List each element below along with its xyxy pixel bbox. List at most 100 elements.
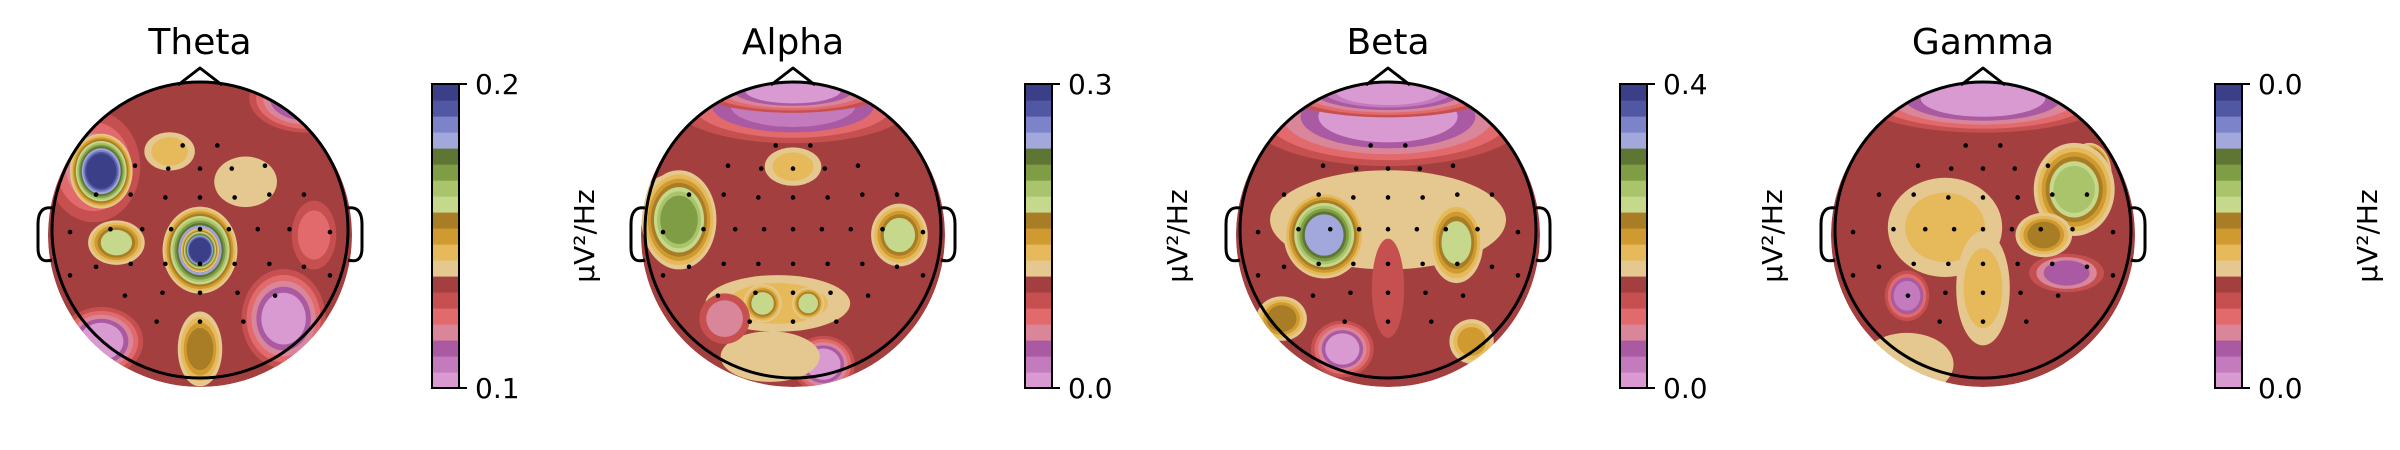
nose xyxy=(770,66,816,87)
contour-region xyxy=(2027,221,2061,249)
electrode-dot xyxy=(1455,192,1460,197)
electrode-dot xyxy=(229,166,235,171)
electrode-dot xyxy=(790,261,796,267)
electrode-dot xyxy=(660,273,666,278)
electrode-dot xyxy=(1963,143,1968,148)
electrode-dot xyxy=(828,290,833,296)
colorbar-step xyxy=(1620,148,1647,165)
electrode-dot xyxy=(2012,166,2018,171)
electrode-dot xyxy=(1255,273,1261,278)
electrode-dot xyxy=(2050,261,2055,267)
electrode-dot xyxy=(2084,264,2090,270)
colorbar-step xyxy=(1620,356,1647,373)
electrode-dot xyxy=(1423,290,1428,296)
colorbar-step xyxy=(1620,228,1647,245)
panel-title: Gamma xyxy=(1912,22,2054,63)
electrode-dot xyxy=(920,273,926,278)
electrode-dot xyxy=(2050,192,2055,197)
electrode-dot xyxy=(894,264,900,270)
electrode-dot xyxy=(1353,166,1359,171)
colorbar-min-label: 0.0 xyxy=(1068,372,1113,405)
electrode-dot xyxy=(860,192,865,197)
electrode-dot xyxy=(1443,226,1449,232)
electrode-dot xyxy=(1385,166,1391,171)
electrode-dot xyxy=(822,166,828,171)
colorbar-step xyxy=(1025,148,1052,165)
electrode-dot xyxy=(287,226,292,232)
electrode-dot xyxy=(860,261,865,267)
electrode-dot xyxy=(235,290,240,296)
right-ear xyxy=(1535,206,1552,263)
contour-region xyxy=(186,327,214,371)
electrode-dot xyxy=(154,319,159,324)
electrode-dot xyxy=(701,226,706,232)
electrode-dot xyxy=(165,166,171,171)
electrode-dot xyxy=(1327,226,1333,232)
electrode-dot xyxy=(1980,195,1986,200)
electrode-dot xyxy=(160,290,165,296)
electrode-dot xyxy=(1351,195,1356,200)
electrode-dot xyxy=(2015,261,2020,267)
right-ear xyxy=(940,206,957,263)
colorbar-step xyxy=(432,116,459,133)
colorbar: 0.3 0.0 µV²/Hz xyxy=(1024,68,1194,405)
colorbar: 0.2 0.1 µV²/Hz xyxy=(431,68,601,405)
electrode-dot xyxy=(93,264,99,270)
contour-region xyxy=(214,156,277,208)
electrode-dot xyxy=(721,192,726,197)
electrode-dot xyxy=(880,226,885,232)
colorbar-step xyxy=(1620,132,1647,149)
electrode-dot xyxy=(1876,264,1882,270)
electrode-dot xyxy=(1948,166,1954,171)
contour-region xyxy=(1860,332,1954,387)
electrode-dot xyxy=(1946,261,1951,267)
electrode-dot xyxy=(2055,293,2061,298)
colorbar: 0.0 0.0 µV²/Hz xyxy=(2214,68,2384,405)
electrode-dot xyxy=(1450,163,1456,168)
colorbar-step xyxy=(1620,308,1647,325)
electrode-dot xyxy=(1980,166,1986,171)
colorbar-step xyxy=(432,100,459,117)
head-outline xyxy=(643,80,943,380)
electrode-dot xyxy=(1385,261,1391,267)
colorbar-step xyxy=(1025,372,1052,389)
nose xyxy=(1960,66,2006,87)
colorbar-step xyxy=(2215,132,2242,149)
electrode-dot xyxy=(197,226,203,232)
electrode-dot xyxy=(1296,226,1301,232)
contour-region xyxy=(1335,83,1441,106)
colorbar-min-label: 0.1 xyxy=(475,372,520,405)
colorbar-step xyxy=(432,292,459,309)
nose xyxy=(1365,66,1411,87)
colorbar-unit-label: µV²/Hz xyxy=(1756,189,1789,282)
electrode-dot xyxy=(894,192,900,197)
electrode-dot xyxy=(128,261,133,267)
colorbar-step xyxy=(2215,276,2242,293)
topomap xyxy=(641,83,945,387)
colorbar-step xyxy=(1025,164,1052,181)
electrode-dot xyxy=(753,290,758,296)
contour-region xyxy=(2043,260,2090,286)
electrode-dot xyxy=(1460,293,1466,298)
head-outline xyxy=(1833,80,2133,380)
colorbar-step xyxy=(1620,84,1647,101)
colorbar-step xyxy=(1620,340,1647,357)
electrode-dot xyxy=(1951,226,1957,232)
electrode-dot xyxy=(139,226,145,232)
colorbar-step xyxy=(1025,292,1052,309)
electrode-dot xyxy=(163,261,168,267)
electrode-dot xyxy=(761,226,767,232)
electrode-dot xyxy=(301,192,307,197)
electrode-dot xyxy=(725,163,731,168)
electrode-dot xyxy=(232,261,237,267)
colorbar-max-label: 0.0 xyxy=(2258,68,2303,101)
electrode-dot xyxy=(1455,261,1460,267)
left-ear xyxy=(1819,206,1836,263)
colorbar-step xyxy=(1025,276,1052,293)
electrode-dot xyxy=(1385,226,1391,232)
colorbar-step xyxy=(1620,372,1647,389)
electrode-dot xyxy=(1980,319,1986,324)
contour-region xyxy=(1920,83,2046,117)
colorbar-step xyxy=(2215,292,2242,309)
colorbar-step xyxy=(2215,324,2242,341)
